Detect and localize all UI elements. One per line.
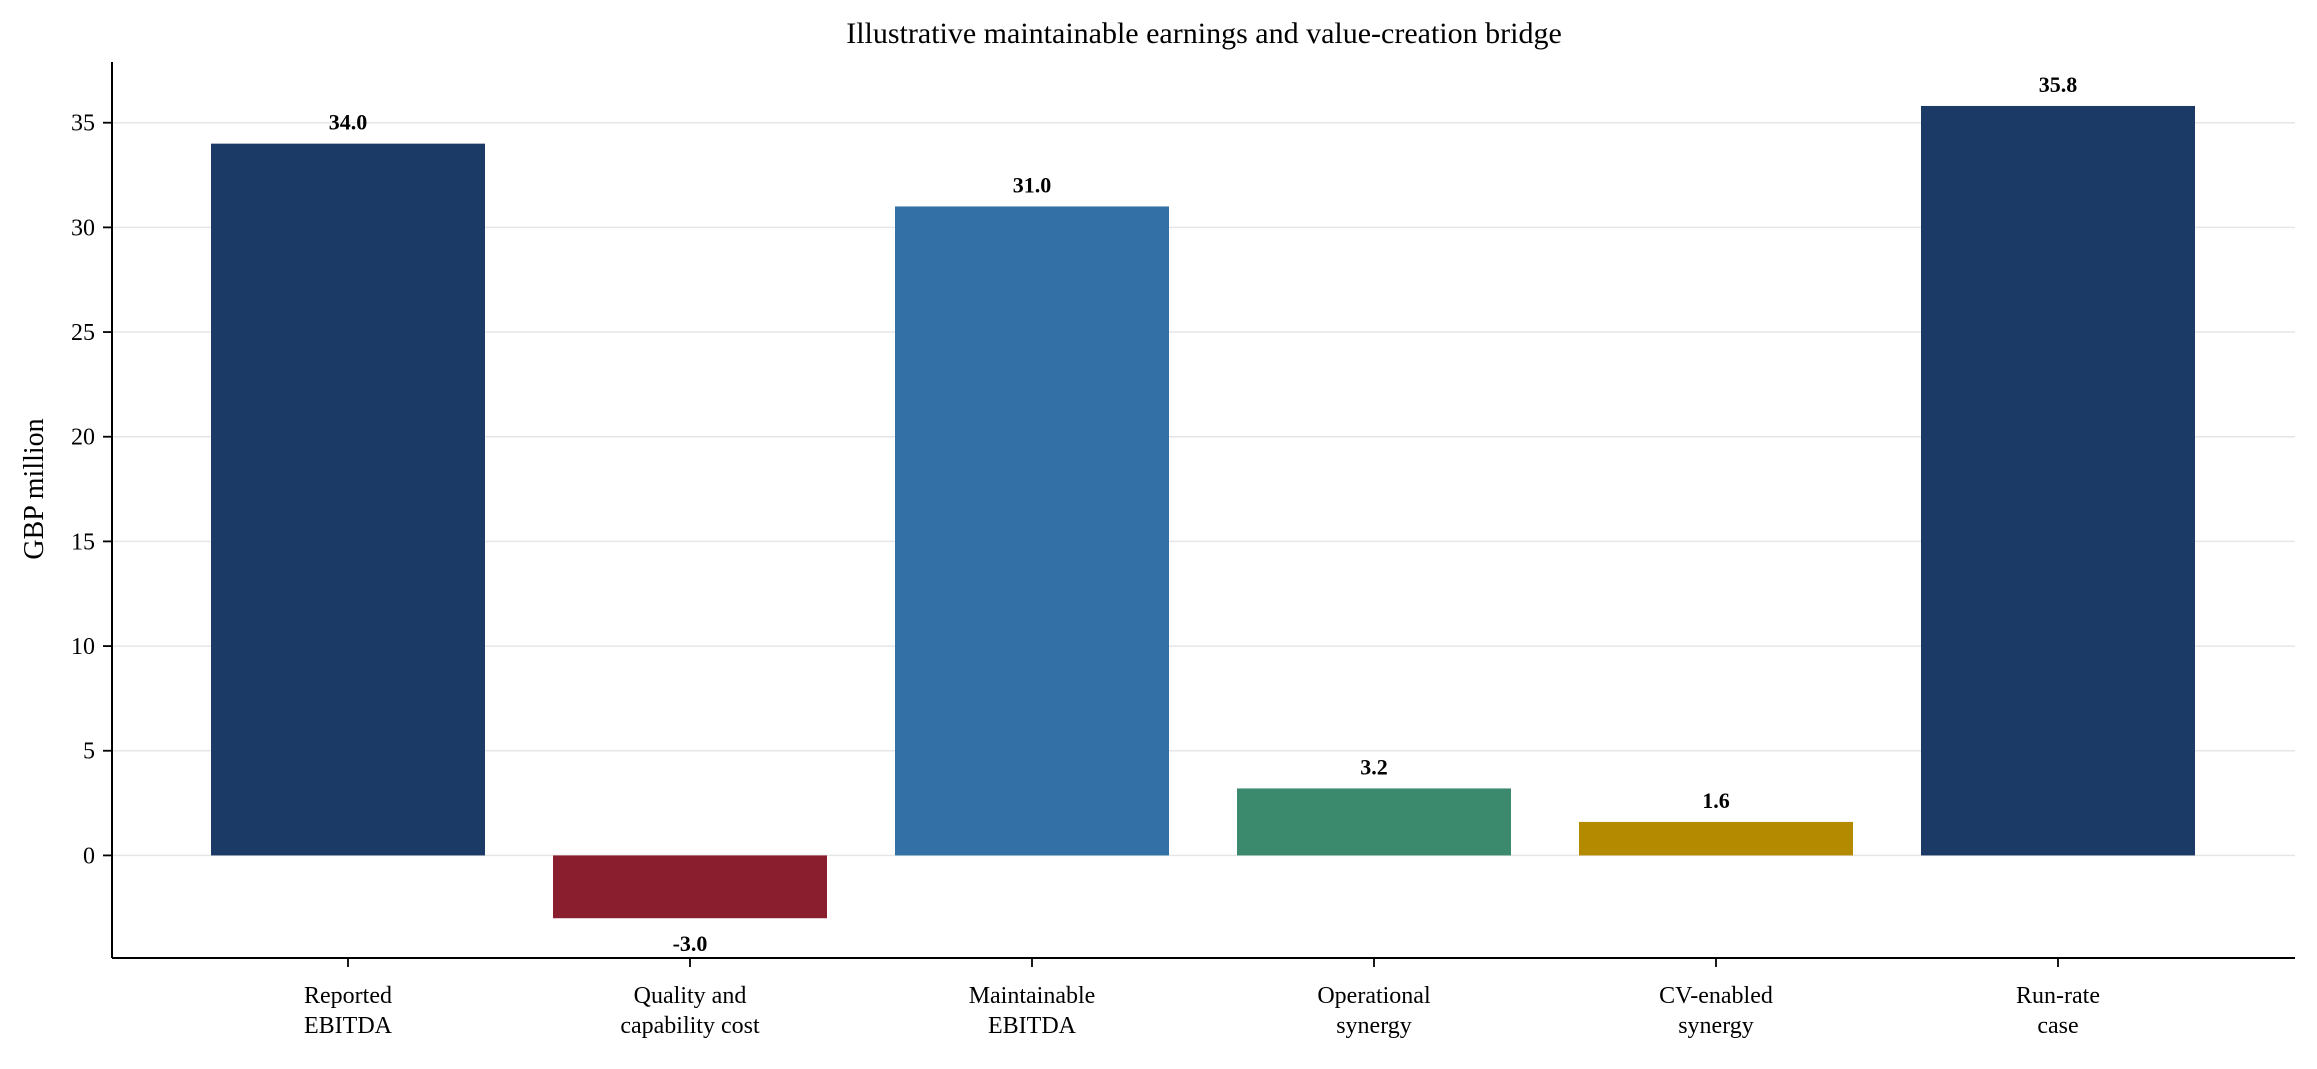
x-tick-label: Run-rate <box>2016 983 2100 1009</box>
x-tick-label: case <box>2037 1013 2078 1039</box>
x-tick-label: synergy <box>1678 1013 1754 1039</box>
x-tick-label: CV-enabled <box>1659 983 1773 1009</box>
bars <box>211 105 2195 919</box>
bar <box>553 855 827 919</box>
x-tick-label: synergy <box>1336 1013 1412 1039</box>
y-tick-label: 5 <box>83 739 95 765</box>
x-tick-label: EBITDA <box>988 1013 1077 1039</box>
bar-value-label: -3.0 <box>673 931 708 956</box>
x-tick-label: Operational <box>1317 983 1431 1009</box>
bar-value-label: 35.8 <box>2039 72 2078 97</box>
y-tick-label: 0 <box>83 843 95 869</box>
x-tick-label: EBITDA <box>304 1013 393 1039</box>
x-tick-label: Quality and <box>634 983 747 1009</box>
y-tick-label: 15 <box>71 529 95 555</box>
bar-value-label: 34.0 <box>329 110 368 135</box>
x-tick-label: capability cost <box>620 1013 760 1039</box>
y-ticks: 0 5 10 15 20 25 30 35 <box>71 111 112 869</box>
bar-value-label: 1.6 <box>1702 788 1730 813</box>
y-tick-label: 25 <box>71 320 95 346</box>
bar <box>1921 105 2195 856</box>
y-tick-label: 10 <box>71 634 95 660</box>
value-labels: 34.0 -3.0 31.0 3.2 1.6 35.8 <box>329 72 2078 956</box>
y-tick-label: 35 <box>71 111 95 137</box>
axes <box>111 62 2295 959</box>
y-tick-label: 30 <box>71 215 95 241</box>
y-tick-label: 20 <box>71 425 95 451</box>
bar <box>211 143 485 856</box>
x-ticks: Reported EBITDA Quality and capability cost… <box>304 958 2100 1039</box>
x-tick-label: Reported <box>304 983 392 1009</box>
bar <box>1579 821 1853 856</box>
bar <box>1237 788 1511 856</box>
chart-title: Illustrative maintainable earnings and v… <box>846 17 1562 50</box>
bar-value-label: 31.0 <box>1013 172 1052 197</box>
x-tick-label: Maintainable <box>969 983 1096 1009</box>
bar <box>895 206 1169 856</box>
y-axis-label: GBP million <box>19 418 50 559</box>
bar-value-label: 3.2 <box>1360 754 1388 779</box>
